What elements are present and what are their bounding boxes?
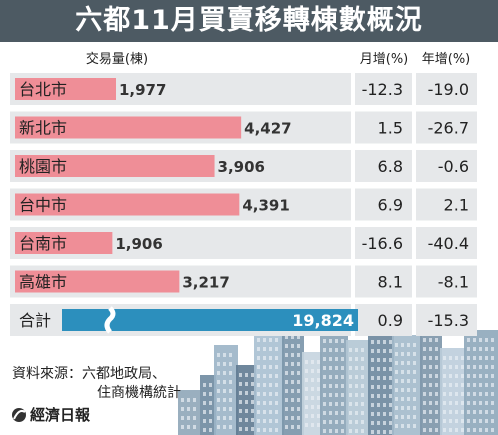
table-row: 台北市 1,977 -12.3 -19.0 [10,73,477,105]
mom-cell-background [355,73,412,105]
yoy-column-header: 年增(%) [422,52,471,67]
table-row: 台南市 1,906 -16.6 -40.4 [10,227,477,259]
mom-value: -12.3 [362,80,403,99]
mom-column-header: 月增(%) [360,52,409,67]
mom-value: 0.9 [378,311,403,330]
bar [15,78,116,100]
mom-cell-background [355,150,412,182]
category-label: 桃園市 [19,157,67,176]
category-label: 新北市 [19,119,67,138]
yoy-value: -19.0 [428,80,469,99]
yoy-cell-background [416,304,477,336]
value-label: 4,427 [244,120,291,138]
mom-cell-background [355,265,412,298]
total-label: 合計 [19,311,51,330]
yoy-cell-background [416,111,477,144]
category-label: 台中市 [19,196,67,215]
table-row: 高雄市 3,217 8.1 -8.1 [10,265,477,298]
bar [15,232,113,254]
mom-value: 1.5 [378,119,403,138]
yoy-value: -8.1 [438,273,469,292]
yoy-value: 2.1 [444,196,469,215]
bar [15,193,240,216]
yoy-cell-background [416,227,477,259]
mom-cell-background [355,111,412,144]
mom-cell-background [355,188,412,221]
mom-value: 6.9 [378,196,403,215]
brand-logo-icon [12,408,26,422]
bar [15,155,215,177]
category-label: 台南市 [19,234,67,253]
value-label: 3,217 [182,274,229,292]
yoy-cell-background [416,150,477,182]
category-label: 台北市 [19,80,67,99]
yoy-value: -40.4 [428,234,469,253]
table-row: 台中市 4,391 6.9 2.1 [10,188,477,221]
brand-name: 經濟日報 [30,406,91,424]
yoy-cell-background [416,265,477,298]
chart-title: 六都11月買賣移轉棟數概況 [75,5,423,36]
axis-break-mark [104,306,116,334]
total-value-label: 19,824 [292,311,354,330]
yoy-cell-background [416,188,477,221]
yoy-value: -15.3 [428,311,469,330]
source-line-1: 資料來源：六都地政局、 [12,366,166,382]
total-bar [62,309,358,331]
bar [15,270,180,293]
yoy-value: -26.7 [428,119,469,138]
yoy-cell-background [416,73,477,105]
table-row: 新北市 4,427 1.5 -26.7 [10,111,477,144]
category-label: 高雄市 [19,273,67,292]
mom-value: 8.1 [378,273,403,292]
bar [15,116,242,139]
yoy-value: -0.6 [438,157,469,176]
mom-value: 6.8 [378,157,403,176]
city-skyline-illustration [178,305,498,435]
mom-cell-background [355,304,412,336]
value-label: 1,977 [119,81,166,99]
mom-value: -16.6 [362,234,403,253]
value-label: 1,906 [115,235,162,253]
volume-column-header: 交易量(棟) [86,51,148,67]
source-line-2: 住商機構統計 [97,385,181,401]
total-row: 合計 19,824 0.9 -15.3 [10,304,477,336]
value-label: 3,906 [218,158,265,176]
mom-cell-background [355,227,412,259]
table-row: 桃園市 3,906 6.8 -0.6 [10,150,477,182]
title-bar [0,0,498,42]
value-label: 4,391 [242,197,289,215]
